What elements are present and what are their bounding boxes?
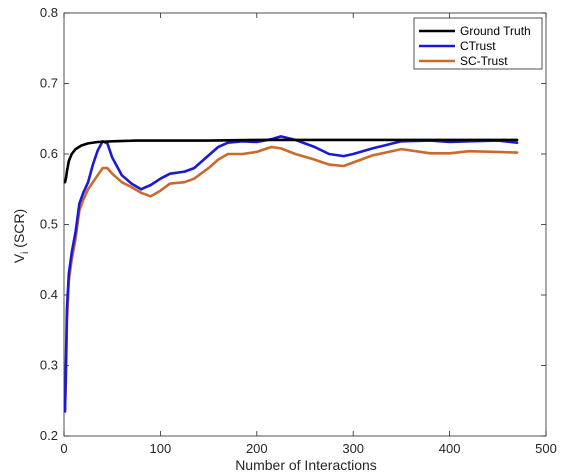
y-tick-label: 0.2 bbox=[40, 428, 58, 443]
legend-label: SC-Trust bbox=[460, 54, 508, 68]
x-axis-ticks: 0 100 200 300 400 500 bbox=[60, 13, 557, 456]
legend-label: CTrust bbox=[460, 39, 496, 53]
series-line-ctrust bbox=[63, 135, 519, 413]
series-line-ground-truth bbox=[63, 138, 519, 184]
series-lines bbox=[63, 135, 519, 413]
x-tick-label: 300 bbox=[342, 441, 364, 456]
x-axis-label: Number of Interactions bbox=[235, 457, 377, 473]
y-tick-label: 0.5 bbox=[40, 217, 58, 232]
series-line-sc-trust bbox=[63, 145, 519, 413]
legend-label: Ground Truth bbox=[460, 24, 531, 38]
x-tick-label: 100 bbox=[150, 441, 172, 456]
x-tick-label: 400 bbox=[439, 441, 461, 456]
y-tick-label: 0.3 bbox=[40, 358, 58, 373]
x-tick-label: 500 bbox=[535, 441, 557, 456]
x-tick-label: 0 bbox=[60, 441, 67, 456]
x-tick-label: 200 bbox=[246, 441, 268, 456]
y-axis-label: Vi (SCR) bbox=[11, 209, 31, 263]
y-tick-label: 0.8 bbox=[40, 5, 58, 20]
plot-area bbox=[63, 12, 547, 437]
y-tick-label: 0.4 bbox=[40, 287, 58, 302]
y-axis-ticks: 0.2 0.3 0.4 0.5 0.6 0.7 0.8 bbox=[40, 5, 546, 443]
y-tick-label: 0.6 bbox=[40, 146, 58, 161]
y-tick-label: 0.7 bbox=[40, 76, 58, 91]
